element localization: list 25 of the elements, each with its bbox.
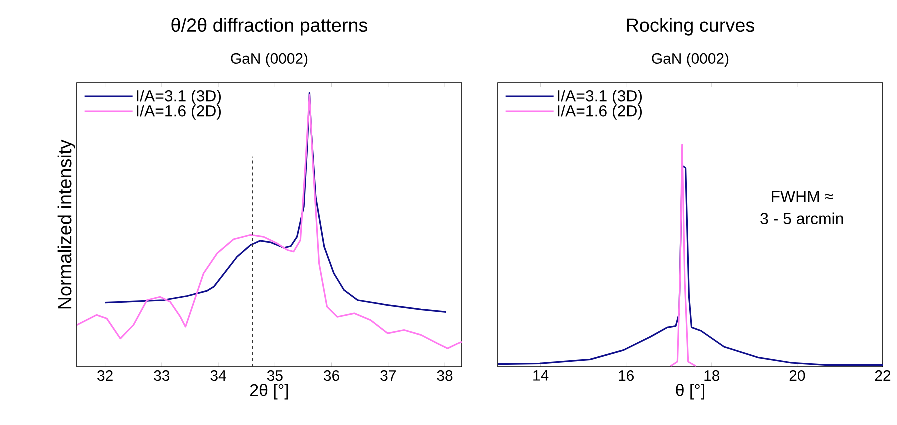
x-tick-label: 22 (875, 370, 891, 381)
x-tick-label: 35 (267, 370, 283, 382)
legend-label: I/A=3.1 (3D) (137, 90, 221, 105)
x-tick-label: 20 (790, 370, 806, 382)
legend-label: I/A=1.6 (2D) (137, 105, 221, 120)
annotation: FWHM ≈ (772, 191, 834, 202)
chart-title: θ/2θ diffraction patterns (172, 18, 368, 36)
chart-subtitle: GaN (0002) (652, 53, 729, 67)
x-tick-label: 14 (534, 370, 549, 381)
x-tick-label: 16 (619, 370, 634, 382)
x-tick-label: 36 (324, 370, 340, 382)
legend-label: I/A=3.1 (3D) (558, 90, 642, 105)
legend-label: I/A=1.6 (2D) (558, 105, 642, 120)
chart-title: Rocking curves (627, 18, 754, 36)
x-tick-label: 38 (437, 370, 453, 382)
x-tick-label: 32 (98, 370, 113, 382)
x-axis-title: θ [°] (676, 384, 704, 400)
annotation: 3 - 5 arcmin (760, 212, 844, 224)
x-tick-label: 37 (380, 370, 396, 382)
x-axis-title: 2θ [°] (250, 384, 288, 400)
y-axis-title: Normalized intensity (58, 140, 76, 309)
x-tick-label: 34 (210, 370, 226, 382)
x-tick-label: 33 (154, 370, 170, 382)
chart-subtitle: GaN (0002) (231, 53, 308, 67)
x-tick-label: 18 (704, 370, 720, 382)
